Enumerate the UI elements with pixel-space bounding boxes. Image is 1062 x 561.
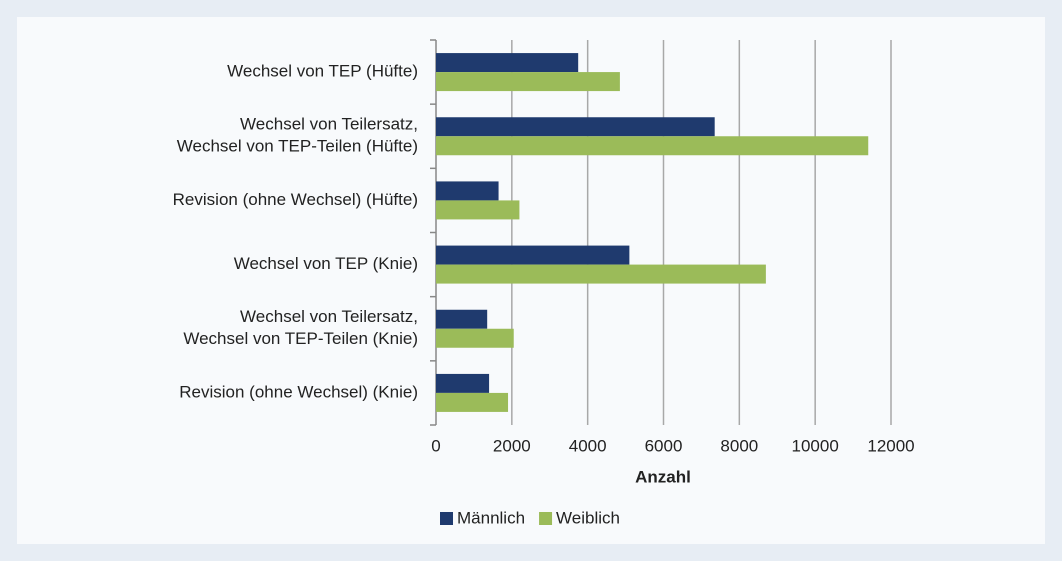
x-axis-label: Anzahl — [635, 467, 691, 486]
bar — [436, 136, 869, 156]
x-tick-label: 12000 — [867, 436, 914, 455]
x-tick-label: 4000 — [569, 436, 607, 455]
x-tick-label: 8000 — [720, 436, 758, 455]
bar — [436, 392, 509, 412]
x-tick-label: 6000 — [645, 436, 683, 455]
bar — [436, 53, 579, 73]
y-tick-label: Wechsel von Teilersatz, Wechsel von TEP-T… — [183, 307, 418, 348]
y-tick-label: Wechsel von TEP (Knie) — [234, 254, 418, 273]
y-tick-label: Revision (ohne Wechsel) (Knie) — [179, 382, 418, 401]
bar — [436, 264, 766, 284]
bar — [436, 117, 715, 137]
x-tick-label: 2000 — [493, 436, 531, 455]
legend-label: Männlich — [457, 508, 525, 527]
legend-swatch — [539, 512, 553, 525]
bar — [436, 181, 499, 201]
legend-swatch — [440, 512, 453, 525]
bar — [436, 72, 620, 92]
bar — [436, 245, 630, 265]
y-tick-label: Wechsel von TEP (Hüfte) — [227, 62, 418, 81]
bar — [436, 328, 514, 348]
legend-label: Weiblich — [556, 508, 620, 527]
x-tick-label: 0 — [431, 436, 440, 455]
bar — [436, 309, 488, 329]
y-tick-label: Wechsel von Teilersatz, Wechsel von TEP-T… — [177, 115, 418, 156]
y-tick-label: Revision (ohne Wechsel) (Hüfte) — [173, 190, 418, 209]
bar — [436, 373, 490, 393]
x-tick-label: 10000 — [792, 436, 839, 455]
bar — [436, 200, 520, 220]
